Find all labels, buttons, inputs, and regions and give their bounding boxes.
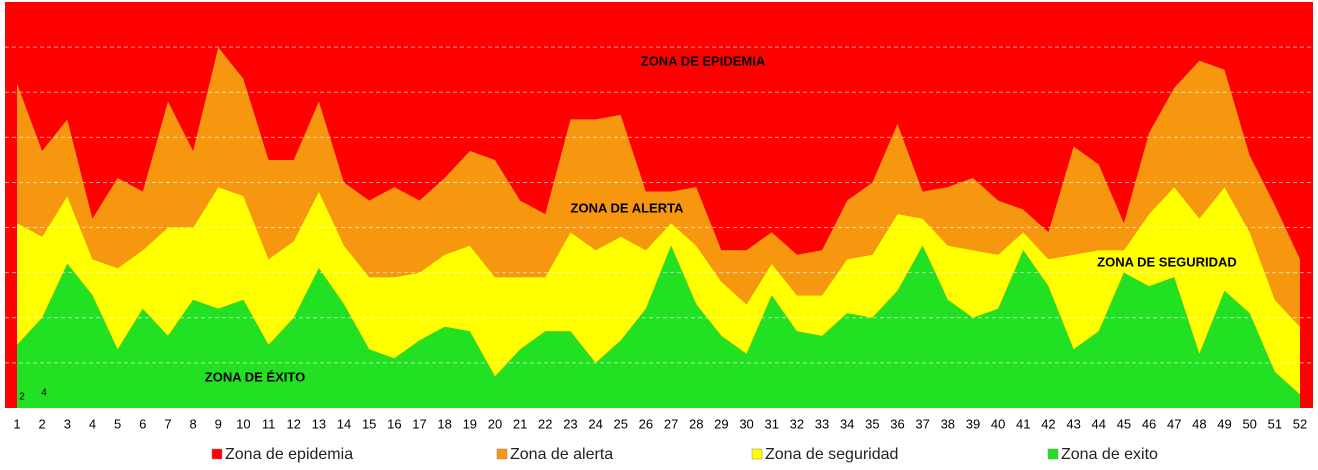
x-tick-label: 12 <box>286 416 300 431</box>
x-tick-label: 19 <box>463 416 477 431</box>
x-tick-label: 34 <box>840 416 854 431</box>
x-tick-label: 18 <box>437 416 451 431</box>
x-tick-label: 32 <box>790 416 804 431</box>
x-tick-label: 44 <box>1092 416 1106 431</box>
x-tick-label: 16 <box>387 416 401 431</box>
x-tick-label: 27 <box>664 416 678 431</box>
x-tick-label: 26 <box>639 416 653 431</box>
x-tick-label: 22 <box>538 416 552 431</box>
x-tick-label: 6 <box>139 416 146 431</box>
annotation: 2 <box>19 392 25 403</box>
legend-label: Zona de seguridad <box>765 446 898 463</box>
x-tick-label: 39 <box>966 416 980 431</box>
x-tick-label: 28 <box>689 416 703 431</box>
x-tick-label: 52 <box>1293 416 1307 431</box>
legend-label: Zona de exito <box>1061 446 1158 463</box>
x-tick-label: 40 <box>991 416 1005 431</box>
x-tick-label: 1 <box>13 416 20 431</box>
area <box>17 186 1300 395</box>
x-tick-label: 14 <box>337 416 351 431</box>
x-tick-label: 30 <box>739 416 753 431</box>
x-tick-label: 31 <box>764 416 778 431</box>
x-tick-label: 46 <box>1142 416 1156 431</box>
x-tick-label: 4 <box>89 416 96 431</box>
x-tick-label: 15 <box>362 416 376 431</box>
annotation: ZONA DE ALERTA <box>571 200 685 215</box>
x-tick-label: 20 <box>488 416 502 431</box>
area <box>17 245 1300 408</box>
x-tick-label: 13 <box>312 416 326 431</box>
x-tick-label: 48 <box>1192 416 1206 431</box>
x-tick-label: 43 <box>1066 416 1080 431</box>
x-tick-label: 21 <box>513 416 527 431</box>
x-tick-label: 45 <box>1117 416 1131 431</box>
annotation: 4 <box>41 388 47 399</box>
x-tick-label: 38 <box>941 416 955 431</box>
area <box>17 2 1300 260</box>
x-tick-label: 7 <box>164 416 171 431</box>
x-tick-label: 10 <box>236 416 250 431</box>
legend-swatch <box>211 448 223 460</box>
x-tick-label: 9 <box>215 416 222 431</box>
x-tick-label: 37 <box>915 416 929 431</box>
x-tick-label: 47 <box>1167 416 1181 431</box>
area <box>17 47 1300 327</box>
legend-swatch <box>496 448 508 460</box>
x-tick-label: 23 <box>563 416 577 431</box>
annotation: ZONA DE EPIDEMIA <box>641 53 766 68</box>
x-tick-label: 2 <box>39 416 46 431</box>
x-tick-label: 29 <box>714 416 728 431</box>
x-tick-label: 41 <box>1016 416 1030 431</box>
x-tick-label: 17 <box>412 416 426 431</box>
legend-label: Zona de epidemia <box>225 446 353 463</box>
x-tick-label: 8 <box>189 416 196 431</box>
x-tick-label: 11 <box>262 416 276 431</box>
x-tick-label: 25 <box>614 416 628 431</box>
legend-label: Zona de alerta <box>510 446 613 463</box>
annotation: ZONA DE SEGURIDAD <box>1097 254 1237 269</box>
x-tick-label: 50 <box>1242 416 1256 431</box>
x-tick-label: 5 <box>114 416 121 431</box>
x-tick-label: 49 <box>1217 416 1231 431</box>
x-tick-label: 24 <box>588 416 602 431</box>
x-tick-label: 3 <box>64 416 71 431</box>
x-tick-label: 36 <box>890 416 904 431</box>
x-tick-label: 42 <box>1041 416 1055 431</box>
x-tick-label: 35 <box>865 416 879 431</box>
x-tick-label: 33 <box>815 416 829 431</box>
legend-swatch <box>751 448 763 460</box>
legend-swatch <box>1047 448 1059 460</box>
x-tick-label: 51 <box>1268 416 1282 431</box>
annotation: ZONA DE ÉXITO <box>205 369 305 384</box>
